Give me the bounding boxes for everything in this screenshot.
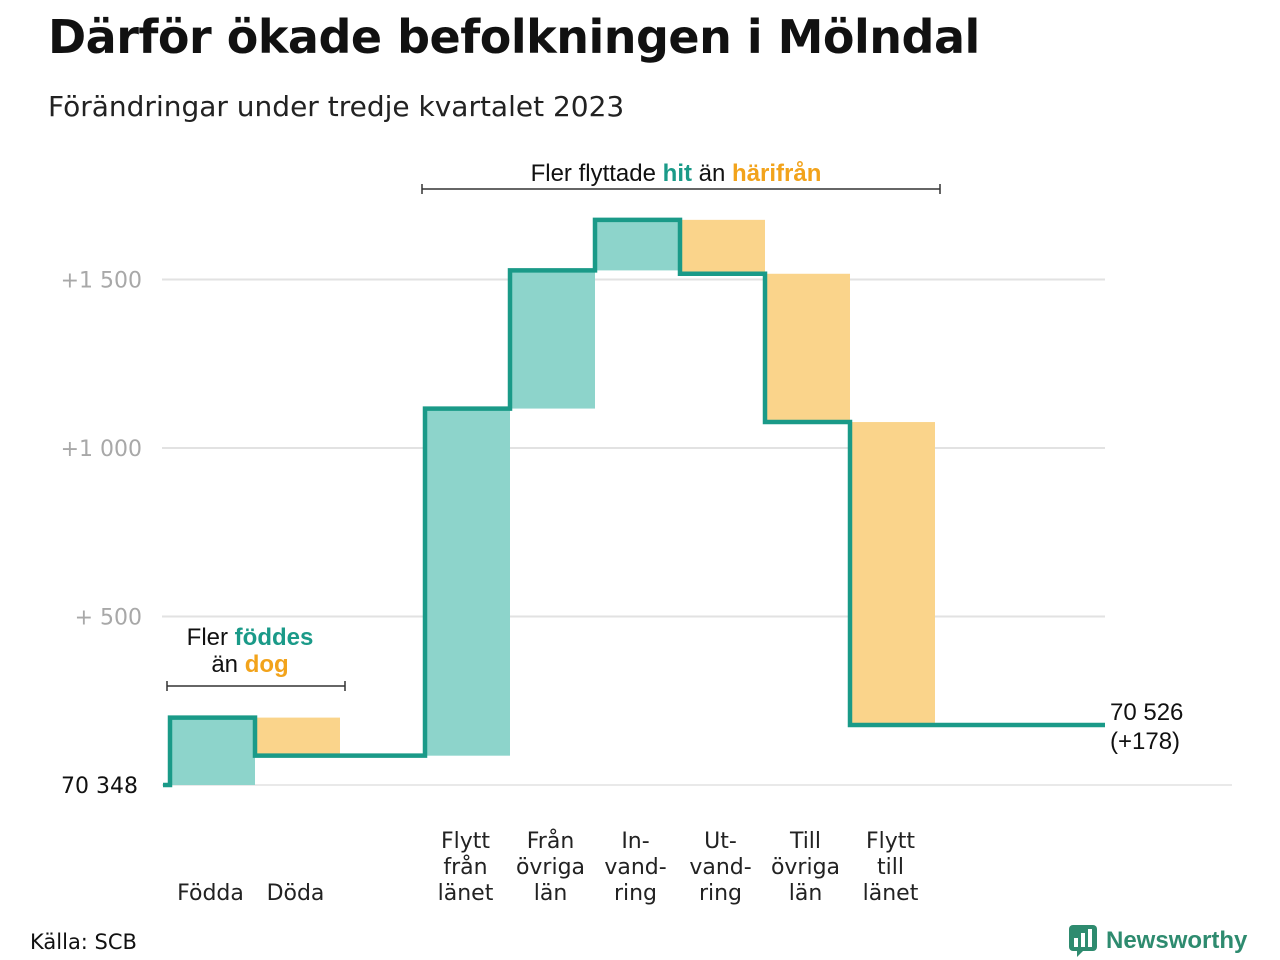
x-category-label: Från — [527, 828, 575, 854]
x-category-label: vand- — [604, 855, 666, 880]
waterfall-bar — [425, 408, 510, 756]
births-annotation-line2: än dog — [211, 651, 288, 678]
waterfall-bar — [255, 717, 340, 756]
waterfall-bar — [765, 273, 850, 423]
waterfall-bar — [850, 422, 935, 726]
y-baseline-label: 70 348 — [61, 774, 138, 799]
x-category-label: Flytt — [866, 829, 915, 854]
deaths-annotation-pre: än — [211, 651, 238, 678]
waterfall-bar — [680, 219, 765, 274]
migration-annotation-highlight-in: hit — [663, 160, 692, 187]
x-category-label: Ut- — [704, 829, 737, 854]
x-category-label: länet — [863, 881, 919, 906]
y-tick-label: + 500 — [75, 606, 142, 631]
gridlines — [162, 278, 1232, 786]
x-category-label: län — [789, 881, 823, 906]
cumulative-step-line — [163, 217, 1105, 788]
x-category-label: Födda — [177, 881, 244, 906]
waterfall-bar — [595, 219, 680, 271]
y-tick-label: +1 000 — [61, 437, 142, 462]
y-axis-labels: + 500 +1 000 +1 500 70 348 — [61, 269, 142, 800]
x-category-label: ring — [614, 881, 657, 906]
end-value-label: 70 526 — [1110, 699, 1183, 726]
x-category-label: länet — [438, 881, 494, 906]
births-annotation: Fler föddes än dog — [166, 624, 346, 691]
step-line — [163, 217, 1105, 788]
x-category-label: Flytt — [441, 829, 490, 854]
logo-text: Newsworthy — [1106, 927, 1248, 954]
births-annotation-line1: Fler föddes — [187, 624, 314, 651]
migration-annotation-text: Fler flyttade hit än härifrån — [531, 160, 822, 187]
x-category-label: In- — [621, 829, 649, 854]
x-axis-labels: Födda DödaFlyttfrånlänetFrånövrigalänIn-v… — [177, 828, 919, 906]
waterfall-bar — [510, 270, 595, 409]
x-category-label: ring — [699, 881, 742, 906]
bars — [170, 219, 935, 785]
migration-annotation: Fler flyttade hit än härifrån — [421, 160, 941, 194]
migration-annotation-mid: än — [699, 160, 726, 187]
x-category-label: län — [534, 881, 568, 906]
births-annotation-pre: Fler — [187, 624, 228, 651]
x-category-label: övriga — [771, 855, 840, 880]
migration-annotation-bracket — [421, 184, 941, 194]
deaths-annotation-highlight: dog — [245, 651, 289, 678]
bar-chart-speech-bubble-icon — [1069, 925, 1097, 957]
x-category-label: till — [877, 855, 904, 880]
waterfall-bar — [170, 717, 255, 785]
births-annotation-highlight: föddes — [235, 624, 314, 651]
x-category-label: Till — [789, 829, 821, 854]
source-note: Källa: SCB — [30, 930, 137, 954]
births-annotation-bracket — [166, 681, 346, 691]
end-change-label: (+178) — [1110, 728, 1180, 755]
chart-subtitle: Förändringar under tredje kvartalet 2023 — [48, 90, 625, 123]
chart-title: Därför ökade befolkningen i Mölndal — [48, 10, 980, 64]
migration-annotation-highlight-out: härifrån — [732, 160, 821, 187]
x-category-label: Döda — [267, 881, 325, 906]
x-category-label: övriga — [516, 855, 585, 880]
newsworthy-logo: Newsworthy — [1068, 924, 1247, 958]
x-category-label: vand- — [689, 855, 751, 880]
y-tick-label: +1 500 — [61, 269, 142, 294]
x-category-label: från — [443, 854, 487, 880]
migration-annotation-pre: Fler flyttade — [531, 160, 656, 187]
